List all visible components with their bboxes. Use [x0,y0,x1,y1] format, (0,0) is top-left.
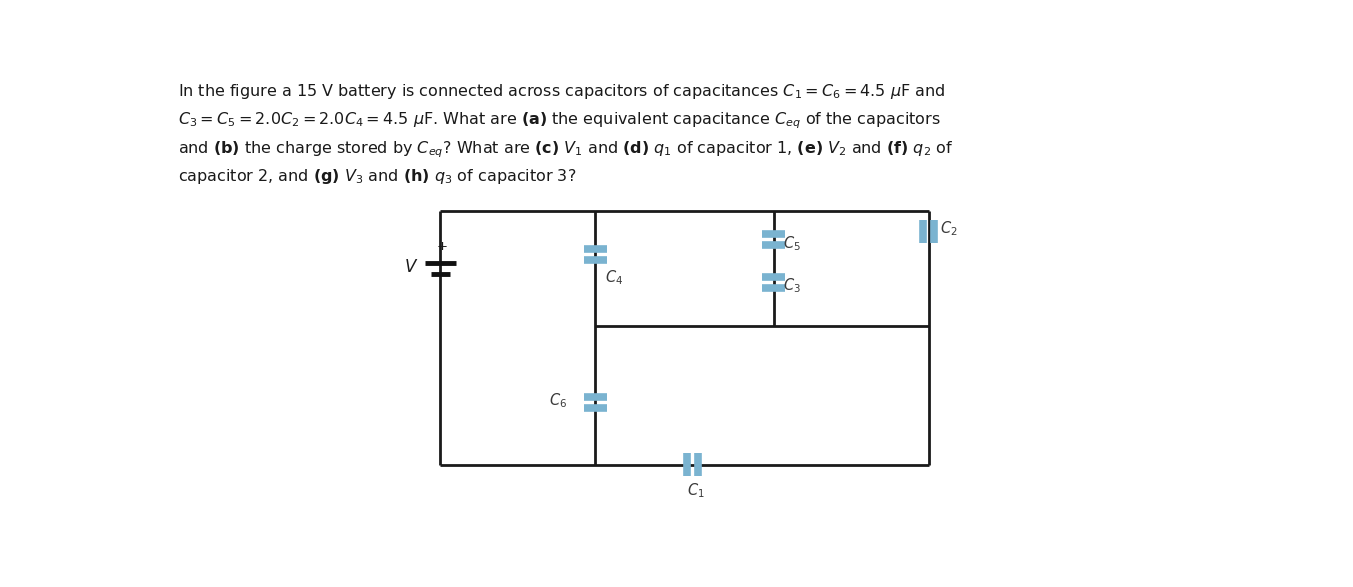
Text: $V$: $V$ [405,258,418,276]
Text: and $\mathbf{(b)}$ the charge stored by $C_{eq}$? What are $\mathbf{(c)}$ $V_1$ : and $\mathbf{(b)}$ the charge stored by … [179,139,954,160]
Text: In the figure a 15 V battery is connected across capacitors of capacitances $C_1: In the figure a 15 V battery is connecte… [179,82,946,101]
Text: $C_2$: $C_2$ [940,219,958,238]
Text: $C_4$: $C_4$ [605,268,624,287]
Text: $C_3$: $C_3$ [783,276,801,295]
Text: $+$: $+$ [436,240,448,253]
Text: $C_1$: $C_1$ [687,481,705,500]
Text: $C_5$: $C_5$ [783,234,801,252]
Text: $C_6$: $C_6$ [549,392,567,410]
Text: $C_3 = C_5 = 2.0C_2 = 2.0C_4 = 4.5\ \mu$F. What are $\mathbf{(a)}$ the equivalen: $C_3 = C_5 = 2.0C_2 = 2.0C_4 = 4.5\ \mu$… [179,110,942,131]
Text: capacitor 2, and $\mathbf{(g)}$ $V_3$ and $\mathbf{(h)}$ $q_3$ of capacitor 3?: capacitor 2, and $\mathbf{(g)}$ $V_3$ an… [179,167,576,187]
